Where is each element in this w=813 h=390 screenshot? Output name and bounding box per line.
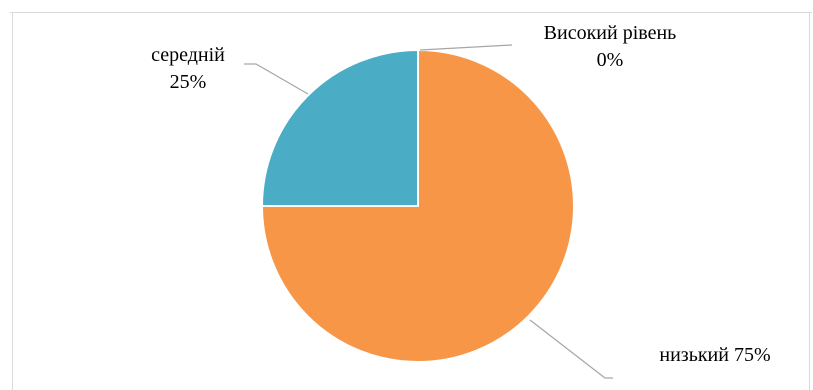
- data-label-line: 0%: [597, 49, 624, 71]
- data-label-line: Високий рівень: [544, 22, 677, 44]
- pie-slices: [260, 48, 575, 363]
- slice-labels: низький 75% середній 25% Високий рівень 0%: [151, 22, 770, 366]
- leader-line-високий-рівень: [419, 44, 513, 51]
- leader-lines: [244, 44, 613, 379]
- chart-frame-lines: [10, 12, 812, 390]
- data-label-середній: середній 25%: [151, 44, 225, 93]
- pie-slice-низький: [260, 48, 575, 363]
- leader-line-низький: [529, 319, 613, 379]
- leader-line-середній: [244, 63, 309, 95]
- data-label-низький: низький 75%: [659, 344, 770, 366]
- data-label-line: середній: [151, 44, 225, 66]
- data-label-високий-рівень: Високий рівень 0%: [544, 22, 677, 71]
- pie-slice-середній: [260, 48, 419, 207]
- data-label-line: 25%: [170, 71, 207, 93]
- data-label-line: низький 75%: [659, 344, 770, 366]
